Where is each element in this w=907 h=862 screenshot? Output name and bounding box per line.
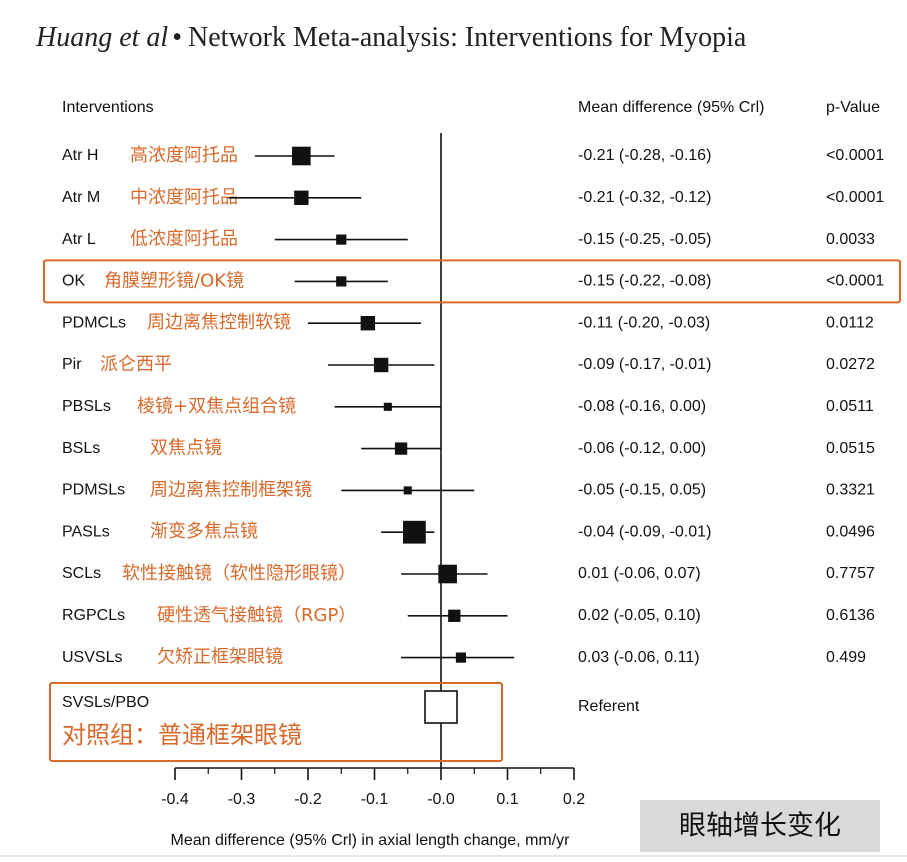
p-value: 0.0272	[826, 356, 875, 373]
estimate-value: -0.11 (-0.20, -0.03)	[578, 314, 710, 331]
estimate-value: -0.09 (-0.17, -0.01)	[578, 356, 711, 373]
header-separator: •	[172, 22, 183, 53]
estimate-value: -0.21 (-0.32, -0.12)	[578, 189, 711, 206]
row-label-chinese: 周边离焦控制框架镜	[150, 479, 312, 500]
row-label: PASLs	[62, 523, 110, 540]
p-value: 0.0033	[826, 231, 875, 248]
column-header-estimate: Mean difference (95% Crl)	[578, 99, 764, 116]
p-value: 0.499	[826, 649, 866, 666]
estimate-marker	[336, 276, 347, 287]
row-label-chinese: 渐变多焦点镜	[150, 521, 258, 542]
row-label-chinese: 角膜塑形镜/OK镜	[104, 270, 244, 291]
p-value: <0.0001	[826, 147, 884, 164]
x-tick-label: -0.3	[228, 791, 256, 808]
row-label: RGPCLs	[62, 607, 125, 624]
estimate-value: -0.21 (-0.28, -0.16)	[578, 147, 711, 164]
estimate-marker	[403, 486, 412, 495]
row-label-chinese: 派仑西平	[100, 354, 172, 375]
x-tick-label: -0.1	[361, 791, 389, 808]
reference-label: SVSLs/PBO	[62, 694, 149, 711]
column-header-interventions: Interventions	[62, 99, 154, 116]
estimate-marker	[294, 190, 309, 205]
x-tick-label: -0.2	[294, 791, 322, 808]
estimate-value: -0.15 (-0.25, -0.05)	[578, 231, 711, 248]
x-axis-label: Mean difference (95% Crl) in axial lengt…	[171, 832, 571, 849]
p-value: <0.0001	[826, 273, 884, 290]
row-label: USVSLs	[62, 649, 122, 666]
estimate-value: -0.06 (-0.12, 0.00)	[578, 440, 706, 457]
row-label: PDMCLs	[62, 314, 126, 331]
reference-value: Referent	[578, 698, 640, 715]
row-label: SCLs	[62, 565, 101, 582]
estimate-marker	[360, 316, 376, 331]
estimate-value: 0.02 (-0.05, 0.10)	[578, 607, 701, 624]
row-label-chinese: 低浓度阿托品	[130, 229, 238, 250]
p-value: 0.0511	[826, 398, 874, 415]
row-label-chinese: 软性接触镜（软性隐形眼镜）	[122, 563, 356, 584]
badge-label: 眼轴增长变化	[679, 811, 841, 842]
row-label-chinese: 高浓度阿托品	[130, 145, 238, 166]
row-label: PBSLs	[62, 398, 111, 415]
row-label-chinese: 双焦点镜	[150, 438, 222, 459]
row-label: OK	[62, 273, 85, 290]
row-label-chinese: 欠矫正框架眼镜	[157, 647, 283, 668]
row-label: Atr H	[62, 147, 98, 164]
reference-box	[49, 682, 503, 762]
estimate-marker	[438, 564, 457, 584]
estimate-marker	[394, 442, 408, 455]
row-label-chinese: 硬性透气接触镜（RGP）	[157, 605, 356, 626]
x-tick-label: 0.1	[496, 791, 518, 808]
estimate-marker	[373, 357, 389, 373]
row-label-chinese: 周边离焦控制软镜	[147, 312, 291, 333]
row-label: Pir	[62, 356, 82, 373]
estimate-marker	[448, 609, 461, 622]
estimate-value: -0.15 (-0.22, -0.08)	[578, 273, 711, 290]
estimate-value: -0.05 (-0.15, 0.05)	[578, 482, 706, 499]
p-value: 0.7757	[826, 565, 875, 582]
column-header-pvalue: p-Value	[826, 99, 880, 116]
highlight-box-ok	[43, 259, 901, 304]
p-value: 0.0112	[826, 314, 874, 331]
estimate-marker	[292, 146, 311, 166]
estimate-marker	[383, 402, 392, 411]
p-value: <0.0001	[826, 189, 884, 206]
estimate-value: 0.01 (-0.06, 0.07)	[578, 565, 701, 582]
p-value: 0.3321	[826, 482, 875, 499]
estimate-marker	[403, 520, 426, 544]
row-label: PDMSLs	[62, 482, 125, 499]
x-tick-label: -0.4	[161, 791, 189, 808]
estimate-value: -0.08 (-0.16, 0.00)	[578, 398, 706, 415]
row-label: Atr M	[62, 189, 100, 206]
header-authors: Huang et al	[36, 22, 169, 53]
p-value: 0.6136	[826, 607, 875, 624]
p-value: 0.0515	[826, 440, 875, 457]
x-tick-label: 0.2	[563, 791, 585, 808]
reference-marker	[424, 690, 458, 724]
estimate-marker	[455, 652, 467, 663]
x-tick-label: -0.0	[427, 791, 455, 808]
estimate-value: -0.04 (-0.09, -0.01)	[578, 523, 711, 540]
figure-header: Huang et al • Network Meta-analysis: Inter…	[36, 22, 746, 54]
header-title: Network Meta-analysis: Interventions for…	[188, 22, 747, 53]
reference-label-chinese: 对照组：普通框架眼镜	[62, 721, 302, 749]
row-label: Atr L	[62, 231, 96, 248]
row-label-chinese: 棱镜+双焦点组合镜	[137, 396, 296, 417]
row-label-chinese: 中浓度阿托品	[130, 187, 238, 208]
estimate-value: 0.03 (-0.06, 0.11)	[578, 649, 700, 666]
badge-background	[640, 800, 880, 852]
estimate-marker	[336, 234, 347, 245]
row-label: BSLs	[62, 440, 100, 457]
p-value: 0.0496	[826, 523, 875, 540]
